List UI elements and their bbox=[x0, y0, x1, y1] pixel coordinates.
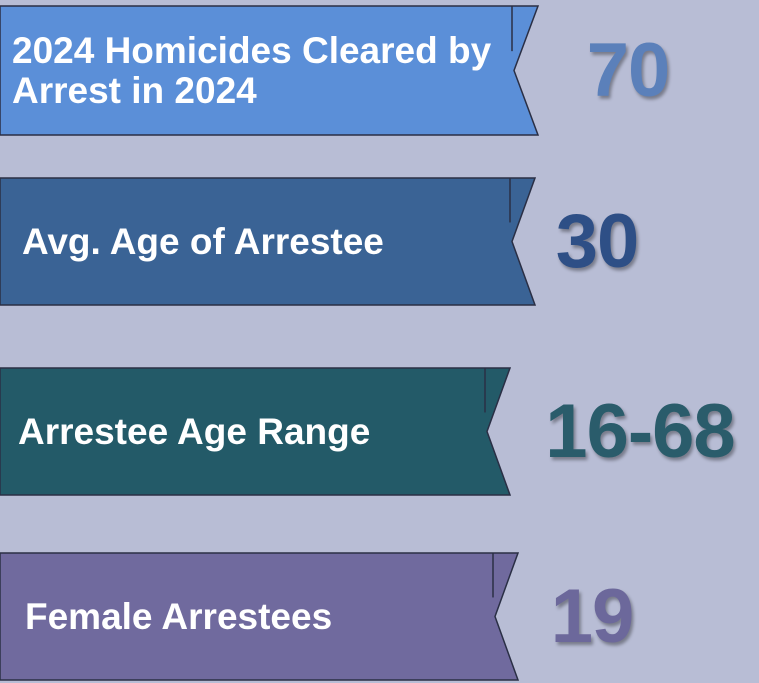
stat-label: Female Arrestees bbox=[25, 595, 333, 637]
banner bbox=[0, 177, 537, 306]
banner bbox=[0, 367, 512, 496]
stat-label: 2024 Homicides Cleared by Arrest in 2024 bbox=[12, 29, 492, 111]
stat-label: Avg. Age of Arrestee bbox=[22, 220, 384, 262]
stat-value: 16-68 bbox=[545, 389, 735, 474]
stat-label: Arrestee Age Range bbox=[18, 410, 371, 452]
stat-value: 19 bbox=[550, 574, 635, 659]
banner bbox=[0, 5, 540, 136]
banner bbox=[0, 552, 520, 681]
stat-value: 70 bbox=[586, 28, 671, 113]
stat-value: 30 bbox=[555, 199, 640, 284]
